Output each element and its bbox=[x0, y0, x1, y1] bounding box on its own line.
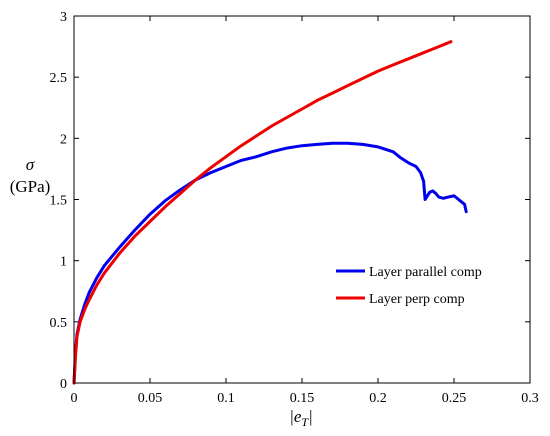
legend-label-parallel: Layer parallel comp bbox=[369, 265, 482, 280]
legend-label-perp: Layer perp comp bbox=[369, 292, 465, 307]
plot-area-frame bbox=[73, 15, 531, 384]
series-line-layer-perp bbox=[72, 40, 453, 385]
x-axis-title: |eT| bbox=[289, 407, 313, 429]
x-tick-label: 0.15 bbox=[290, 391, 315, 406]
y-tick-label: 3 bbox=[60, 10, 67, 25]
y-tick-label: 0 bbox=[60, 377, 67, 392]
y-tick-label: 2.5 bbox=[50, 71, 68, 86]
x-tick-label: 0.05 bbox=[138, 391, 163, 406]
y-axis-title: σ (GPa) bbox=[10, 155, 51, 196]
x-tick-label: 0.2 bbox=[369, 391, 387, 406]
y-tick-label: 1.5 bbox=[50, 194, 68, 209]
y-tick-label: 1 bbox=[60, 255, 67, 270]
legend: Layer parallel comp Layer perp comp bbox=[336, 265, 482, 307]
y-tick-label: 0.5 bbox=[50, 316, 68, 331]
x-tick-label: 0.3 bbox=[521, 391, 539, 406]
series-lines bbox=[72, 40, 468, 385]
x-tick-label: 0.25 bbox=[442, 391, 467, 406]
x-tick-label: 0.1 bbox=[217, 391, 235, 406]
y-axis-title-unit: (GPa) bbox=[10, 177, 51, 196]
x-tick-label: 0 bbox=[71, 391, 78, 406]
axis-ticks bbox=[73, 15, 531, 384]
y-axis-title-symbol: σ bbox=[26, 155, 35, 174]
y-tick-label: 2 bbox=[60, 132, 67, 147]
series-line-layer-parallel bbox=[72, 141, 468, 385]
tick-labels: 0 0.05 0.1 0.15 0.2 0.25 0.3 0 0.5 1 1.5 2 2.5 3 bbox=[50, 10, 539, 406]
